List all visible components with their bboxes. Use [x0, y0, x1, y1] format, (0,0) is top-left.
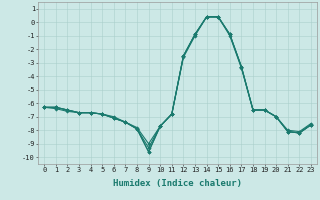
X-axis label: Humidex (Indice chaleur): Humidex (Indice chaleur): [113, 179, 242, 188]
